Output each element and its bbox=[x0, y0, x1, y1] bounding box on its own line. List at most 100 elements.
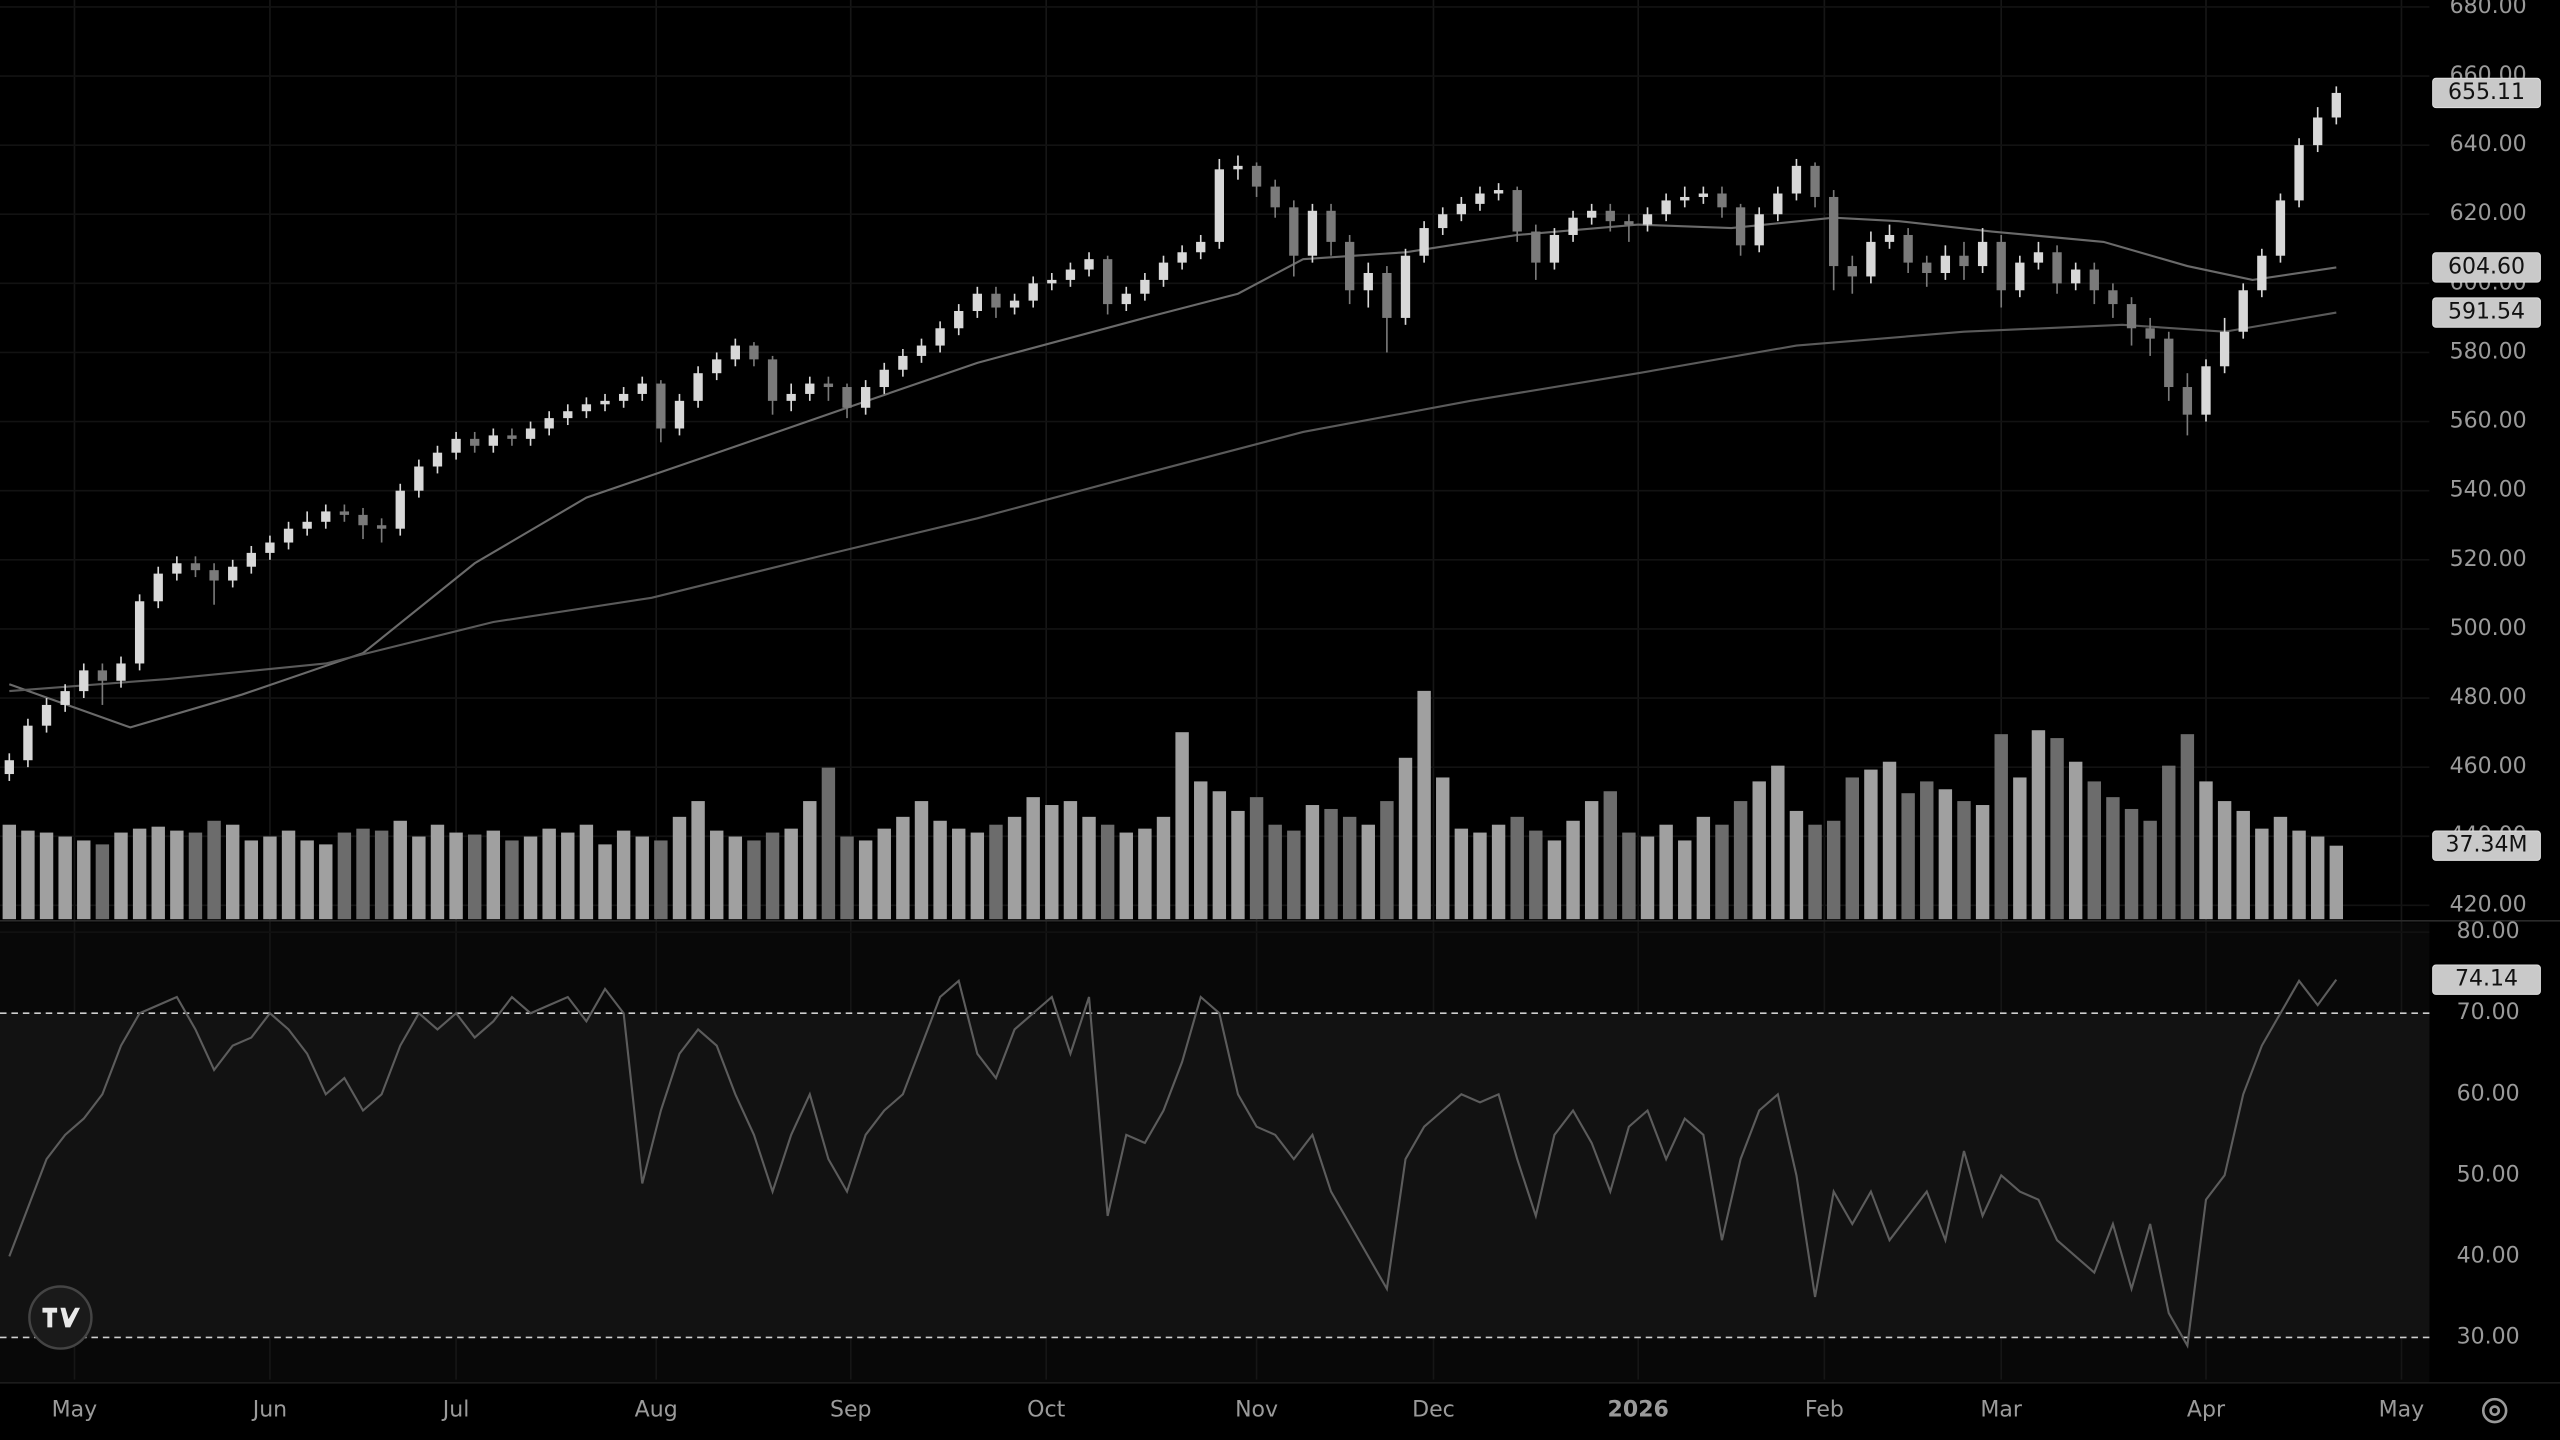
candle-body bbox=[414, 466, 424, 491]
candle-body bbox=[1773, 193, 1783, 215]
grid bbox=[0, 0, 2430, 1380]
x-tick-label: May bbox=[52, 1398, 98, 1423]
candle-body bbox=[674, 400, 685, 429]
volume-bar bbox=[449, 832, 463, 920]
volume-bar bbox=[2329, 845, 2344, 920]
volume-bar bbox=[1305, 805, 1320, 920]
volume-bar bbox=[579, 824, 594, 920]
candle-body bbox=[563, 411, 573, 419]
volume-bar bbox=[1659, 824, 1673, 920]
candle-body bbox=[1493, 190, 1504, 194]
candle-body bbox=[581, 404, 592, 412]
candle-body bbox=[544, 418, 554, 429]
volume-bar bbox=[1733, 801, 1748, 920]
settings-button[interactable] bbox=[2481, 1397, 2508, 1424]
volume-bar bbox=[1845, 777, 1859, 920]
volume-bar bbox=[1454, 828, 1469, 920]
volume-bar bbox=[1901, 793, 1915, 920]
volume-bar bbox=[2292, 830, 2306, 920]
candle-body bbox=[600, 400, 610, 405]
volume-bar bbox=[952, 828, 966, 920]
x-tick-label: Feb bbox=[1805, 1398, 1844, 1423]
volume-bar bbox=[933, 820, 947, 920]
volume-bar bbox=[170, 830, 184, 920]
rsi-tick-label: 50.00 bbox=[2457, 1162, 2520, 1187]
x-tick-label: Sep bbox=[830, 1398, 872, 1423]
candle-body bbox=[2331, 92, 2341, 118]
candle-body bbox=[1791, 165, 1802, 194]
y-tick-label: 460.00 bbox=[2450, 754, 2527, 779]
volume-bar bbox=[1417, 690, 1431, 920]
x-tick-label: Jun bbox=[251, 1398, 287, 1423]
volume-bar bbox=[207, 820, 221, 920]
volume-bar bbox=[728, 836, 743, 920]
moving-average-label-box bbox=[2432, 297, 2541, 328]
candle-body bbox=[451, 438, 461, 453]
logo[interactable] bbox=[28, 1285, 93, 1350]
candle-body bbox=[432, 452, 443, 467]
volume-bar bbox=[1584, 801, 1599, 920]
volume-bar bbox=[58, 836, 72, 920]
volume-bar bbox=[300, 840, 314, 920]
candle-body bbox=[1940, 255, 1951, 273]
volume-bar bbox=[319, 844, 333, 920]
x-tick-label: Nov bbox=[1235, 1398, 1278, 1423]
volume-bar bbox=[1398, 757, 1413, 920]
volume-bar bbox=[561, 832, 575, 920]
candle-body bbox=[302, 521, 312, 529]
candle-body bbox=[2108, 290, 2118, 305]
candle-body bbox=[1251, 165, 1262, 187]
candle-body bbox=[1121, 293, 1131, 305]
candle-body bbox=[1307, 210, 1318, 256]
volume-bar bbox=[39, 832, 54, 920]
volume-bar bbox=[765, 832, 780, 920]
x-tick-label: Aug bbox=[635, 1398, 678, 1423]
candle-body bbox=[2164, 338, 2174, 388]
candle-body bbox=[1587, 210, 1597, 218]
logo-mark bbox=[42, 1307, 80, 1328]
volume-bar bbox=[1138, 828, 1152, 920]
candle-body bbox=[1847, 266, 1857, 277]
volume-bar bbox=[21, 830, 35, 920]
rsi-band bbox=[0, 1013, 2430, 1338]
candle-body bbox=[1065, 269, 1076, 280]
volume-bar bbox=[1566, 820, 1580, 920]
volume-bar bbox=[1473, 832, 1487, 920]
candle-body bbox=[1735, 207, 1746, 246]
volume-bar bbox=[1268, 824, 1282, 920]
candle-body bbox=[1549, 234, 1560, 263]
candle-body bbox=[190, 563, 201, 571]
volume-bar bbox=[2217, 801, 2232, 920]
candle-body bbox=[172, 563, 182, 574]
candle-body bbox=[1214, 169, 1225, 242]
y-tick-label: 520.00 bbox=[2450, 547, 2527, 572]
volume-bar bbox=[225, 824, 240, 920]
candle-body bbox=[712, 359, 722, 374]
candle-body bbox=[2089, 269, 2099, 291]
candle-body bbox=[153, 573, 163, 602]
rsi-tick-label: 80.00 bbox=[2457, 919, 2520, 944]
candle-body bbox=[935, 328, 945, 346]
candle-body bbox=[786, 393, 796, 401]
candle-body bbox=[1419, 228, 1429, 256]
volume-bar bbox=[989, 824, 1003, 920]
volume-bar bbox=[542, 828, 556, 920]
volume-bar bbox=[151, 826, 165, 920]
candle-body bbox=[470, 438, 480, 446]
volume-bar bbox=[1938, 789, 1953, 920]
candle-body bbox=[41, 704, 52, 726]
candle-body bbox=[1922, 262, 1932, 273]
candle-body bbox=[1866, 241, 1876, 277]
volume-bar bbox=[114, 832, 128, 920]
volume-bar bbox=[374, 830, 389, 920]
candle-body bbox=[1829, 196, 1839, 267]
candle-body bbox=[1158, 262, 1169, 280]
volume-bar bbox=[505, 840, 519, 920]
candle-body bbox=[1233, 165, 1243, 170]
candle-body bbox=[1047, 279, 1057, 284]
volume-bar bbox=[430, 824, 445, 920]
candle-body bbox=[209, 570, 219, 581]
volume-bar bbox=[1324, 808, 1338, 920]
candle-body bbox=[283, 528, 294, 543]
volume-bar bbox=[821, 767, 836, 920]
